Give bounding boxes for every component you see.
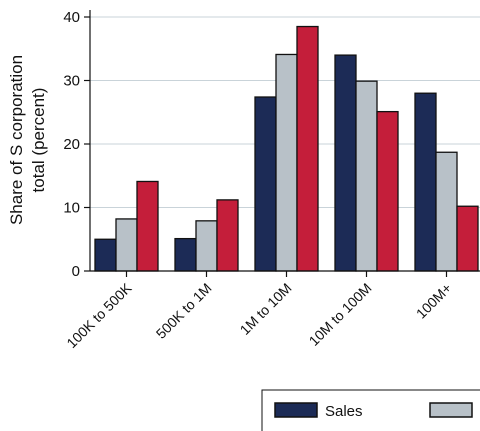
legend-label-sales: Sales: [325, 403, 363, 420]
bar-100k-to-500k-series-3: [136, 180, 159, 272]
bar-1m-to-10m-series-1: [254, 96, 277, 272]
bar-100m-series-2: [435, 151, 458, 272]
bar-1m-to-10m-series-3: [296, 25, 319, 272]
bar-500k-to-1m-series-2: [195, 220, 218, 272]
bar-10m-to-100m-series-2: [355, 80, 378, 272]
legend-swatch-sales: [274, 402, 318, 418]
legend-swatch-series-2: [429, 402, 473, 418]
y-ticks: 0 10 20 30 40: [63, 9, 90, 280]
bar-100m-series-1: [414, 92, 437, 272]
bar-10m-to-100m-series-3: [376, 110, 399, 272]
bar-100m-series-3: [456, 205, 479, 272]
x-ticks: 100K to 500K 500K to 1M 1M to 10M 10M to 10…: [63, 271, 455, 351]
y-axis-title-line-1: Share of S corporation: [7, 55, 26, 225]
bars: [94, 25, 479, 272]
x-tick-label-100m: 100M+: [413, 280, 455, 322]
bar-100k-to-500k-series-1: [94, 238, 117, 272]
bar-1m-to-10m-series-2: [275, 53, 298, 272]
bar-10m-to-100m-series-1: [334, 54, 357, 272]
bar-500k-to-1m-series-1: [174, 237, 197, 272]
y-tick-label-10: 10: [63, 200, 80, 217]
y-tick-label-30: 30: [63, 73, 80, 90]
y-axis-title-line-2: total (percent): [29, 88, 48, 193]
x-tick-label-500k-to-1m: 500K to 1M: [153, 280, 215, 342]
bar-500k-to-1m-series-3: [216, 199, 239, 272]
x-tick-label-1m-to-10m: 1M to 10M: [237, 280, 295, 338]
legend: Sales: [261, 389, 480, 431]
y-tick-label-40: 40: [63, 9, 80, 26]
x-tick-label-10m-to-100m: 10M to 100M: [306, 280, 375, 349]
bar-100k-to-500k-series-2: [115, 218, 138, 272]
y-tick-label-20: 20: [63, 136, 80, 153]
x-tick-label-100k-to-500k: 100K to 500K: [63, 279, 135, 351]
y-tick-label-0: 0: [72, 263, 80, 280]
